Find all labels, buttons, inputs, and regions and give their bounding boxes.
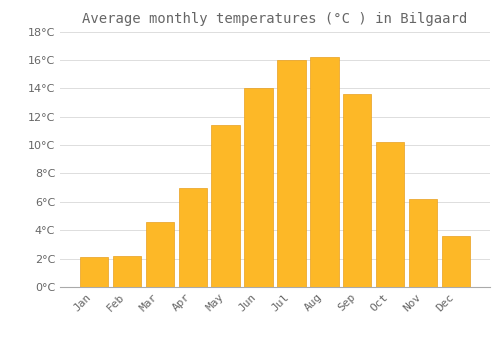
Bar xyxy=(146,222,174,287)
Bar xyxy=(376,142,404,287)
Bar xyxy=(178,188,206,287)
Bar xyxy=(278,60,305,287)
Bar xyxy=(244,88,272,287)
Bar xyxy=(344,94,371,287)
Bar xyxy=(80,257,108,287)
Bar xyxy=(442,236,470,287)
Bar xyxy=(212,125,240,287)
Bar xyxy=(410,199,438,287)
Bar xyxy=(112,256,140,287)
Title: Average monthly temperatures (°C ) in Bilgaard: Average monthly temperatures (°C ) in Bi… xyxy=(82,12,468,26)
Bar xyxy=(310,57,338,287)
